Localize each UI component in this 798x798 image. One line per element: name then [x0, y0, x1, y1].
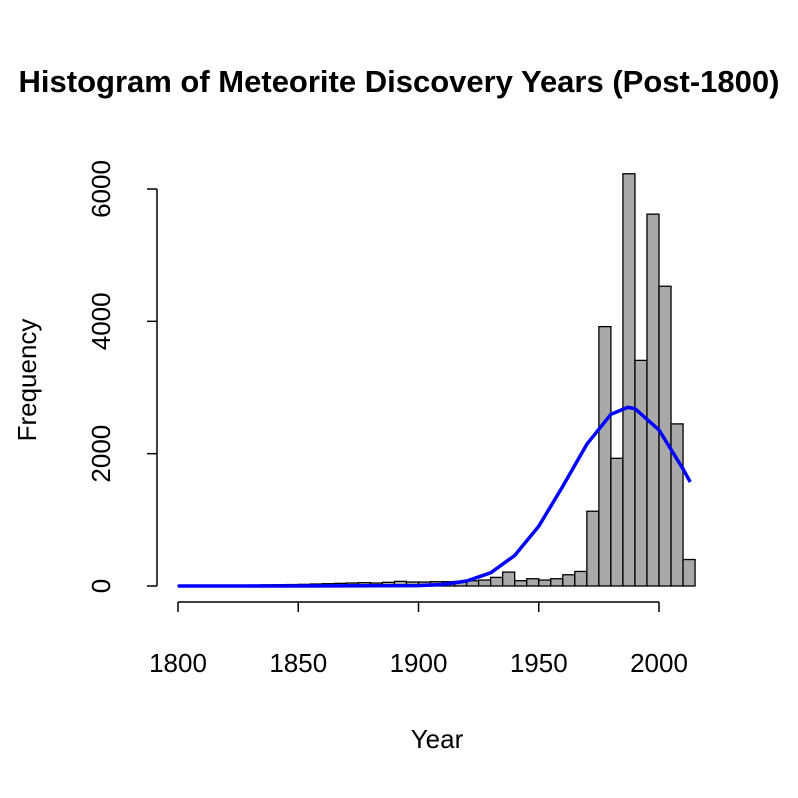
- bar: [634, 359, 648, 587]
- x-axis-label: Year: [411, 724, 464, 754]
- bar: [489, 576, 504, 587]
- bar: [538, 579, 552, 587]
- bar: [550, 578, 564, 587]
- y-tick-label: 4000: [86, 292, 116, 350]
- bar: [477, 579, 492, 587]
- bar: [622, 173, 636, 587]
- bar: [514, 580, 528, 587]
- density-curve: [178, 405, 692, 588]
- bar: [574, 570, 588, 587]
- bar: [502, 571, 516, 587]
- bar: [562, 574, 576, 587]
- x-tick-label: 1950: [510, 648, 568, 678]
- bar: [526, 578, 540, 587]
- y-tick-label: 0: [86, 579, 116, 593]
- bar: [670, 423, 684, 587]
- y-tick-label: 6000: [86, 160, 116, 218]
- y-tick-label: 2000: [86, 425, 116, 483]
- chart-title: Histogram of Meteorite Discovery Years (…: [19, 64, 780, 99]
- bar: [682, 558, 696, 587]
- x-tick-label: 1800: [149, 648, 207, 678]
- bar: [646, 213, 660, 587]
- bar: [598, 325, 612, 587]
- x-tick-label: 1850: [269, 648, 327, 678]
- bar: [610, 457, 624, 587]
- y-axis-label: Frequency: [12, 319, 42, 442]
- bar: [586, 510, 600, 587]
- x-tick-label: 2000: [630, 648, 688, 678]
- x-tick-label: 1900: [390, 648, 448, 678]
